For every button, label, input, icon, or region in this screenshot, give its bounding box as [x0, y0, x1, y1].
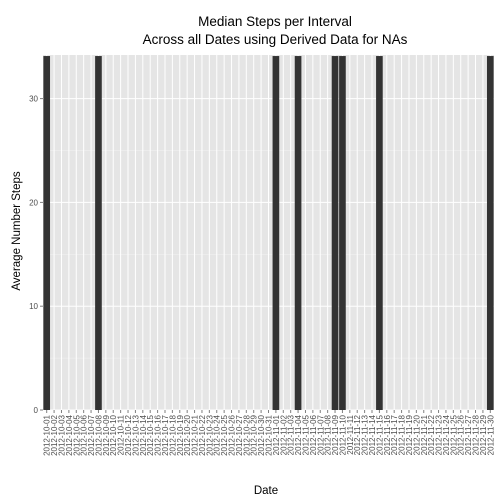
- x-tick-label: 2012-11-13: [361, 414, 370, 455]
- x-tick-label: 2012-10-15: [146, 414, 155, 455]
- x-tick-label: 2012-11-20: [412, 414, 421, 455]
- x-tick-label: 2012-10-18: [168, 414, 177, 455]
- x-tick-label: 2012-10-28: [242, 414, 251, 455]
- x-tick-label: 2012-10-03: [57, 414, 66, 455]
- x-tick-label: 2012-10-17: [161, 414, 170, 455]
- bar: [376, 56, 383, 410]
- x-tick-label: 2012-10-02: [50, 414, 59, 455]
- x-tick-label: 2012-11-23: [435, 414, 444, 455]
- x-tick-label: 2012-10-01: [43, 414, 52, 455]
- x-tick-label: 2012-10-06: [80, 414, 89, 455]
- x-tick-label: 2012-11-22: [427, 414, 436, 455]
- x-tick-label: 2012-11-01: [272, 414, 281, 455]
- y-tick-label: 10: [29, 302, 38, 311]
- x-tick-label: 2012-11-03: [287, 414, 296, 455]
- x-tick-label: 2012-10-19: [176, 414, 185, 455]
- x-tick-label: 2012-11-04: [294, 414, 303, 455]
- y-tick-label: 30: [29, 95, 38, 104]
- x-tick-label: 2012-11-17: [390, 414, 399, 455]
- y-tick-label: 0: [34, 406, 39, 415]
- bar-series: [43, 56, 494, 410]
- gridlines: [43, 55, 494, 411]
- bar: [339, 56, 346, 410]
- x-tick-label: 2012-11-16: [383, 414, 392, 455]
- x-tick-label: 2012-11-08: [324, 414, 333, 455]
- x-tick-label: 2012-10-08: [94, 414, 103, 455]
- x-tick-label: 2012-10-23: [205, 414, 214, 455]
- x-tick-label: 2012-11-18: [398, 414, 407, 455]
- x-tick-label: 2012-10-12: [124, 414, 133, 455]
- bar: [486, 56, 494, 410]
- x-tick-label: 2012-11-29: [479, 414, 488, 455]
- x-tick-label: 2012-11-05: [301, 414, 310, 455]
- x-tick-label: 2012-10-13: [131, 414, 140, 455]
- x-tick-label: 2012-11-27: [464, 414, 473, 455]
- y-axis-label: Average Number Steps: [11, 171, 23, 291]
- x-tick-label: 2012-10-14: [139, 414, 148, 455]
- x-tick-label: 2012-10-20: [183, 414, 192, 455]
- x-tick-label: 2012-11-28: [472, 414, 481, 455]
- bar: [43, 56, 51, 410]
- x-tick-label: 2012-10-25: [220, 414, 229, 455]
- x-tick-label: 2012-11-19: [405, 414, 414, 455]
- x-tick-label: 2012-10-10: [109, 414, 118, 455]
- x-tick-label: 2012-10-27: [235, 414, 244, 455]
- x-tick-label: 2012-10-29: [250, 414, 259, 455]
- x-tick-label: 2012-10-21: [191, 414, 200, 455]
- x-tick-label: 2012-11-25: [449, 414, 458, 455]
- x-tick-label: 2012-11-12: [353, 414, 362, 455]
- bar: [294, 56, 302, 410]
- x-axis: 2012-10-012012-10-022012-10-032012-10-04…: [43, 410, 495, 456]
- x-tick-label: 2012-11-21: [420, 414, 429, 455]
- x-tick-label: 2012-11-10: [338, 414, 347, 455]
- x-tick-label: 2012-10-05: [72, 414, 81, 455]
- x-tick-label: 2012-11-26: [457, 414, 466, 455]
- x-tick-label: 2012-11-14: [368, 414, 377, 455]
- x-tick-label: 2012-11-24: [442, 414, 451, 455]
- x-tick-label: 2012-10-07: [87, 414, 96, 455]
- x-tick-label: 2012-10-22: [198, 414, 207, 455]
- x-tick-label: 2012-10-30: [257, 414, 266, 455]
- y-tick-label: 20: [29, 198, 38, 207]
- x-tick-label: 2012-10-11: [117, 414, 126, 455]
- x-tick-label: 2012-11-09: [331, 414, 340, 455]
- chart-subtitle: Across all Dates using Derived Data for …: [143, 32, 408, 47]
- x-tick-label: 2012-11-02: [279, 414, 288, 455]
- bar: [331, 56, 339, 410]
- x-tick-label: 2012-11-15: [375, 414, 384, 455]
- x-axis-label: Date: [254, 485, 278, 497]
- x-tick-label: 2012-11-07: [316, 414, 325, 455]
- bar: [272, 56, 280, 410]
- x-tick-label: 2012-10-24: [213, 414, 222, 455]
- x-tick-label: 2012-10-16: [154, 414, 163, 455]
- x-tick-label: 2012-11-30: [486, 414, 495, 455]
- x-tick-label: 2012-10-31: [265, 414, 274, 455]
- x-tick-label: 2012-10-26: [228, 414, 237, 455]
- y-axis: 0 10 20 30: [29, 95, 43, 415]
- x-tick-label: 2012-11-11: [346, 414, 355, 454]
- x-tick-label: 2012-10-09: [102, 414, 111, 455]
- chart-title: Median Steps per Interval: [198, 14, 352, 29]
- x-tick-label: 2012-11-06: [309, 414, 318, 455]
- bar: [95, 56, 102, 410]
- x-tick-label: 2012-10-04: [65, 414, 74, 455]
